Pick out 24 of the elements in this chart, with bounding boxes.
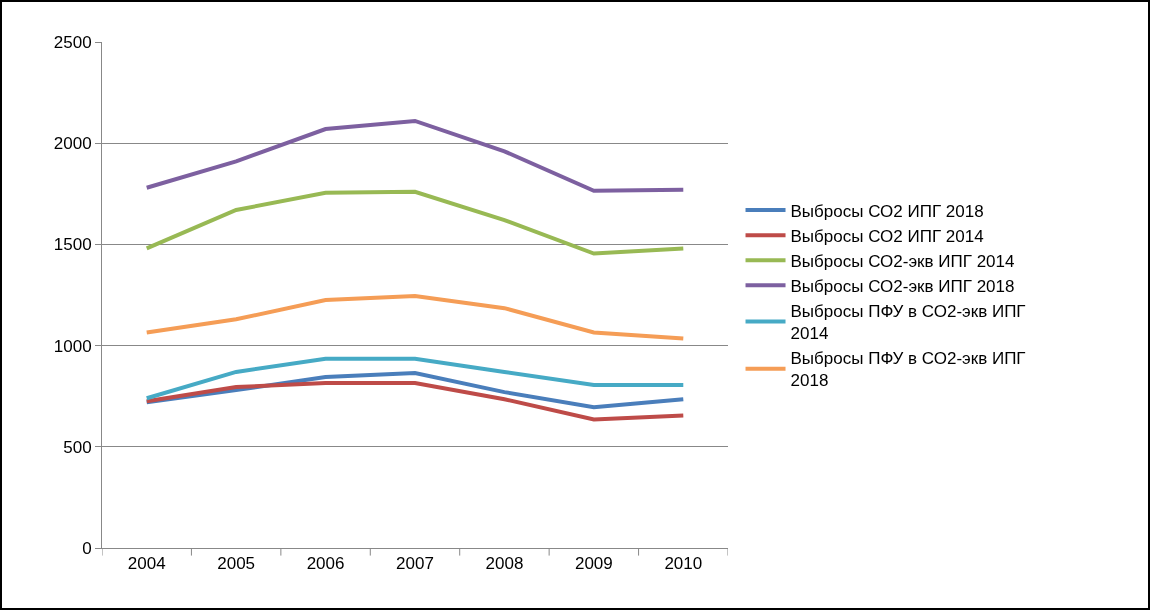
line-series [144,189,686,256]
x-tick-label: 2008 [485,554,524,574]
y-tick-label: 500 [63,437,92,457]
legend-label: Выбросы ПФУ в СО2-экв ИПГ 2014 [790,302,1026,344]
x-tick-label: 2006 [306,554,345,574]
legend-label: Выбросы СО2-экв ИПГ 2014 [790,251,1015,271]
legend-label: Выбросы СО2 ИПГ 2014 [790,226,984,246]
y-tick-label: 1500 [53,235,92,255]
x-tick-label: 2010 [664,554,703,574]
y-tick-label: 0 [82,538,92,558]
legend-label: Выбросы ПФУ в СО2-экв ИПГ 2018 [790,349,1026,391]
x-tick-label: 2007 [396,554,434,574]
line-series [144,294,686,341]
line-series [144,356,686,401]
y-tick-label: 1000 [53,336,92,356]
y-tick-label: 2500 [53,32,92,52]
legend-label: Выбросы СО2 ИПГ 2018 [790,201,984,221]
legend-label: Выбросы СО2-экв ИПГ 2018 [790,276,1015,296]
y-tick-label: 2000 [53,134,92,154]
line-series [144,118,686,193]
x-tick-label: 2005 [217,554,256,574]
x-tick-label: 2009 [574,554,613,574]
x-tick-label: 2004 [127,554,166,574]
line-series [144,381,686,422]
